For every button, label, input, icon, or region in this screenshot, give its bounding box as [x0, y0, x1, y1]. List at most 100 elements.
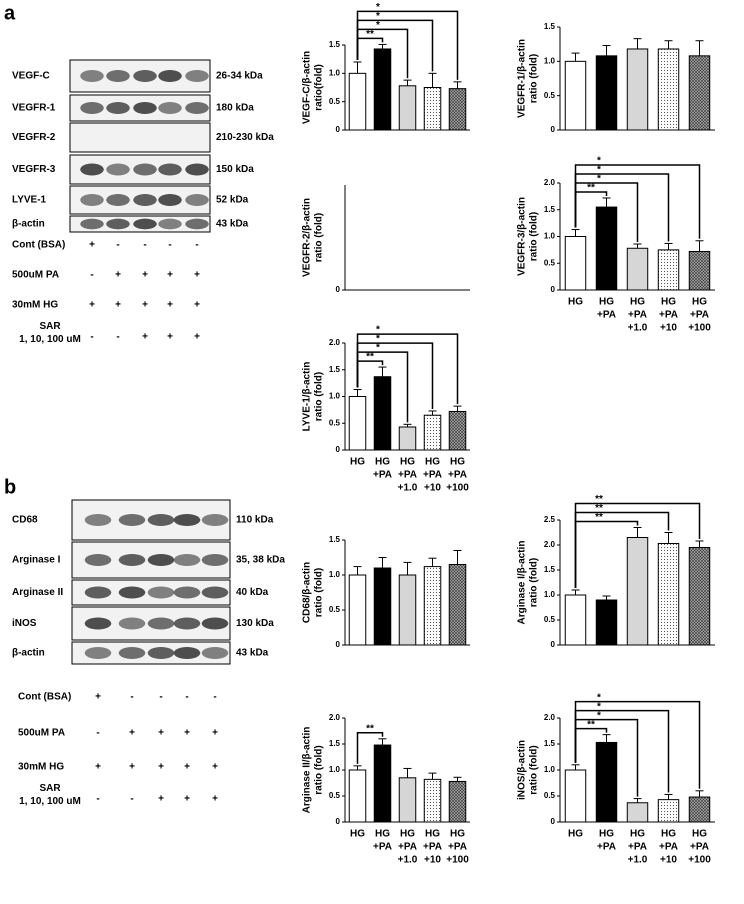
- treatment-sign: +: [115, 270, 121, 281]
- x-tick-label: HG: [599, 829, 614, 840]
- blot-band: [133, 102, 157, 114]
- x-tick-label: +PA: [448, 470, 467, 481]
- x-tick-label: HG: [630, 297, 645, 308]
- bar: [423, 87, 442, 131]
- treatment-sign: +: [158, 794, 164, 805]
- treatment-sign: +: [95, 692, 101, 703]
- blot-kda: 26-34 kDa: [216, 71, 263, 82]
- treatment-sign: -: [116, 240, 119, 251]
- bar: [595, 599, 618, 646]
- bar: [423, 566, 442, 646]
- blot-protein: CD68: [12, 515, 38, 526]
- x-tick-label: +10: [424, 855, 441, 866]
- x-tick-label: +PA: [398, 470, 417, 481]
- y-axis-label: ratio (fold): [314, 568, 325, 617]
- y-axis-label: iNOS/β-actin: [517, 740, 528, 800]
- treatment-sign: -: [168, 240, 171, 251]
- blot-kda: 110 kDa: [236, 515, 274, 526]
- treatment-label: SAR: [39, 783, 61, 794]
- blot-band: [201, 647, 229, 659]
- treatment-sign: +: [142, 332, 148, 343]
- significance-label: **: [366, 29, 374, 40]
- blot-band: [147, 586, 175, 599]
- blot-protein: VEGFR-1: [12, 103, 56, 114]
- x-tick-label: +100: [446, 483, 469, 494]
- y-tick-label: 1.5: [544, 739, 556, 748]
- x-tick-label: HG: [630, 829, 645, 840]
- bar: [373, 376, 392, 451]
- bar: [423, 778, 442, 823]
- blot-band: [84, 514, 112, 526]
- y-axis-label: Arginase II/β-actin: [302, 727, 313, 814]
- x-tick-label: +100: [688, 855, 711, 866]
- significance-label: *: [597, 692, 601, 703]
- bar: [688, 55, 711, 131]
- treatment-sign: +: [194, 332, 200, 343]
- bar: [657, 249, 680, 291]
- x-tick-label: HG: [599, 297, 614, 308]
- y-tick-label: 0.5: [544, 258, 556, 267]
- y-tick-label: 0.5: [544, 91, 556, 100]
- treatment-label: Cont (BSA): [18, 692, 71, 703]
- y-axis-label: VEGFR-3/β-actin: [517, 197, 528, 276]
- x-tick-label: +1.0: [628, 323, 648, 334]
- blot-band: [185, 163, 209, 176]
- y-tick-label: 0.5: [329, 418, 341, 427]
- blot-band: [80, 163, 104, 176]
- y-tick-label: 1.0: [329, 765, 341, 774]
- treatment-sign: -: [130, 794, 133, 805]
- blot-band: [158, 218, 182, 230]
- significance-bracket: [574, 164, 701, 239]
- blot-kda: 210-230 kDa: [216, 132, 274, 143]
- y-tick-label: 2.0: [329, 713, 341, 722]
- x-tick-label: HG: [568, 829, 583, 840]
- treatment-label: 1, 10, 100 uM: [19, 796, 81, 807]
- bar: [626, 537, 649, 646]
- blot-band: [173, 554, 201, 566]
- treatment-label: 500uM PA: [18, 728, 65, 739]
- x-tick-label: HG: [661, 829, 676, 840]
- y-tick-label: 1.5: [544, 22, 556, 31]
- blot-band: [106, 102, 130, 114]
- treatment-sign: -: [185, 692, 188, 703]
- blot-kda: 52 kDa: [216, 195, 249, 206]
- y-axis-label: ratio(fold): [314, 64, 325, 111]
- treatment-sign: -: [143, 240, 146, 251]
- y-tick-label: 2.0: [329, 338, 341, 347]
- significance-bracket: [574, 700, 701, 789]
- y-tick-label: 0: [336, 817, 341, 826]
- blot-band: [147, 554, 175, 566]
- blot-band: [84, 647, 112, 659]
- x-tick-label: +PA: [659, 842, 678, 853]
- treatment-sign: +: [158, 762, 164, 773]
- blot-band: [80, 102, 104, 114]
- blot-band: [133, 70, 157, 82]
- panel-label: a: [4, 2, 16, 24]
- blot-band: [106, 218, 130, 230]
- treatment-sign: -: [96, 794, 99, 805]
- significance-bracket: [574, 511, 670, 588]
- blot-band: [147, 514, 175, 526]
- x-tick-label: +1.0: [398, 483, 418, 494]
- x-tick-label: HG: [425, 457, 440, 468]
- treatment-sign: +: [194, 270, 200, 281]
- y-tick-label: 0.5: [329, 791, 341, 800]
- x-tick-label: +PA: [398, 842, 417, 853]
- x-tick-label: +1.0: [628, 855, 648, 866]
- blot-band: [201, 554, 229, 566]
- bar: [348, 396, 367, 451]
- y-axis-label: ratio (fold): [314, 372, 325, 421]
- y-axis-label: ratio (fold): [529, 54, 540, 103]
- blot-band: [185, 194, 209, 206]
- x-tick-label: HG: [568, 297, 583, 308]
- bar: [448, 88, 467, 131]
- x-tick-label: HG: [400, 457, 415, 468]
- x-tick-label: +PA: [690, 310, 709, 321]
- y-tick-label: 2.5: [544, 515, 556, 524]
- blot-band: [118, 586, 146, 599]
- y-axis-label: ratio (fold): [529, 558, 540, 607]
- treatment-sign: +: [95, 762, 101, 773]
- treatment-sign: -: [195, 240, 198, 251]
- y-tick-label: 0: [336, 125, 341, 134]
